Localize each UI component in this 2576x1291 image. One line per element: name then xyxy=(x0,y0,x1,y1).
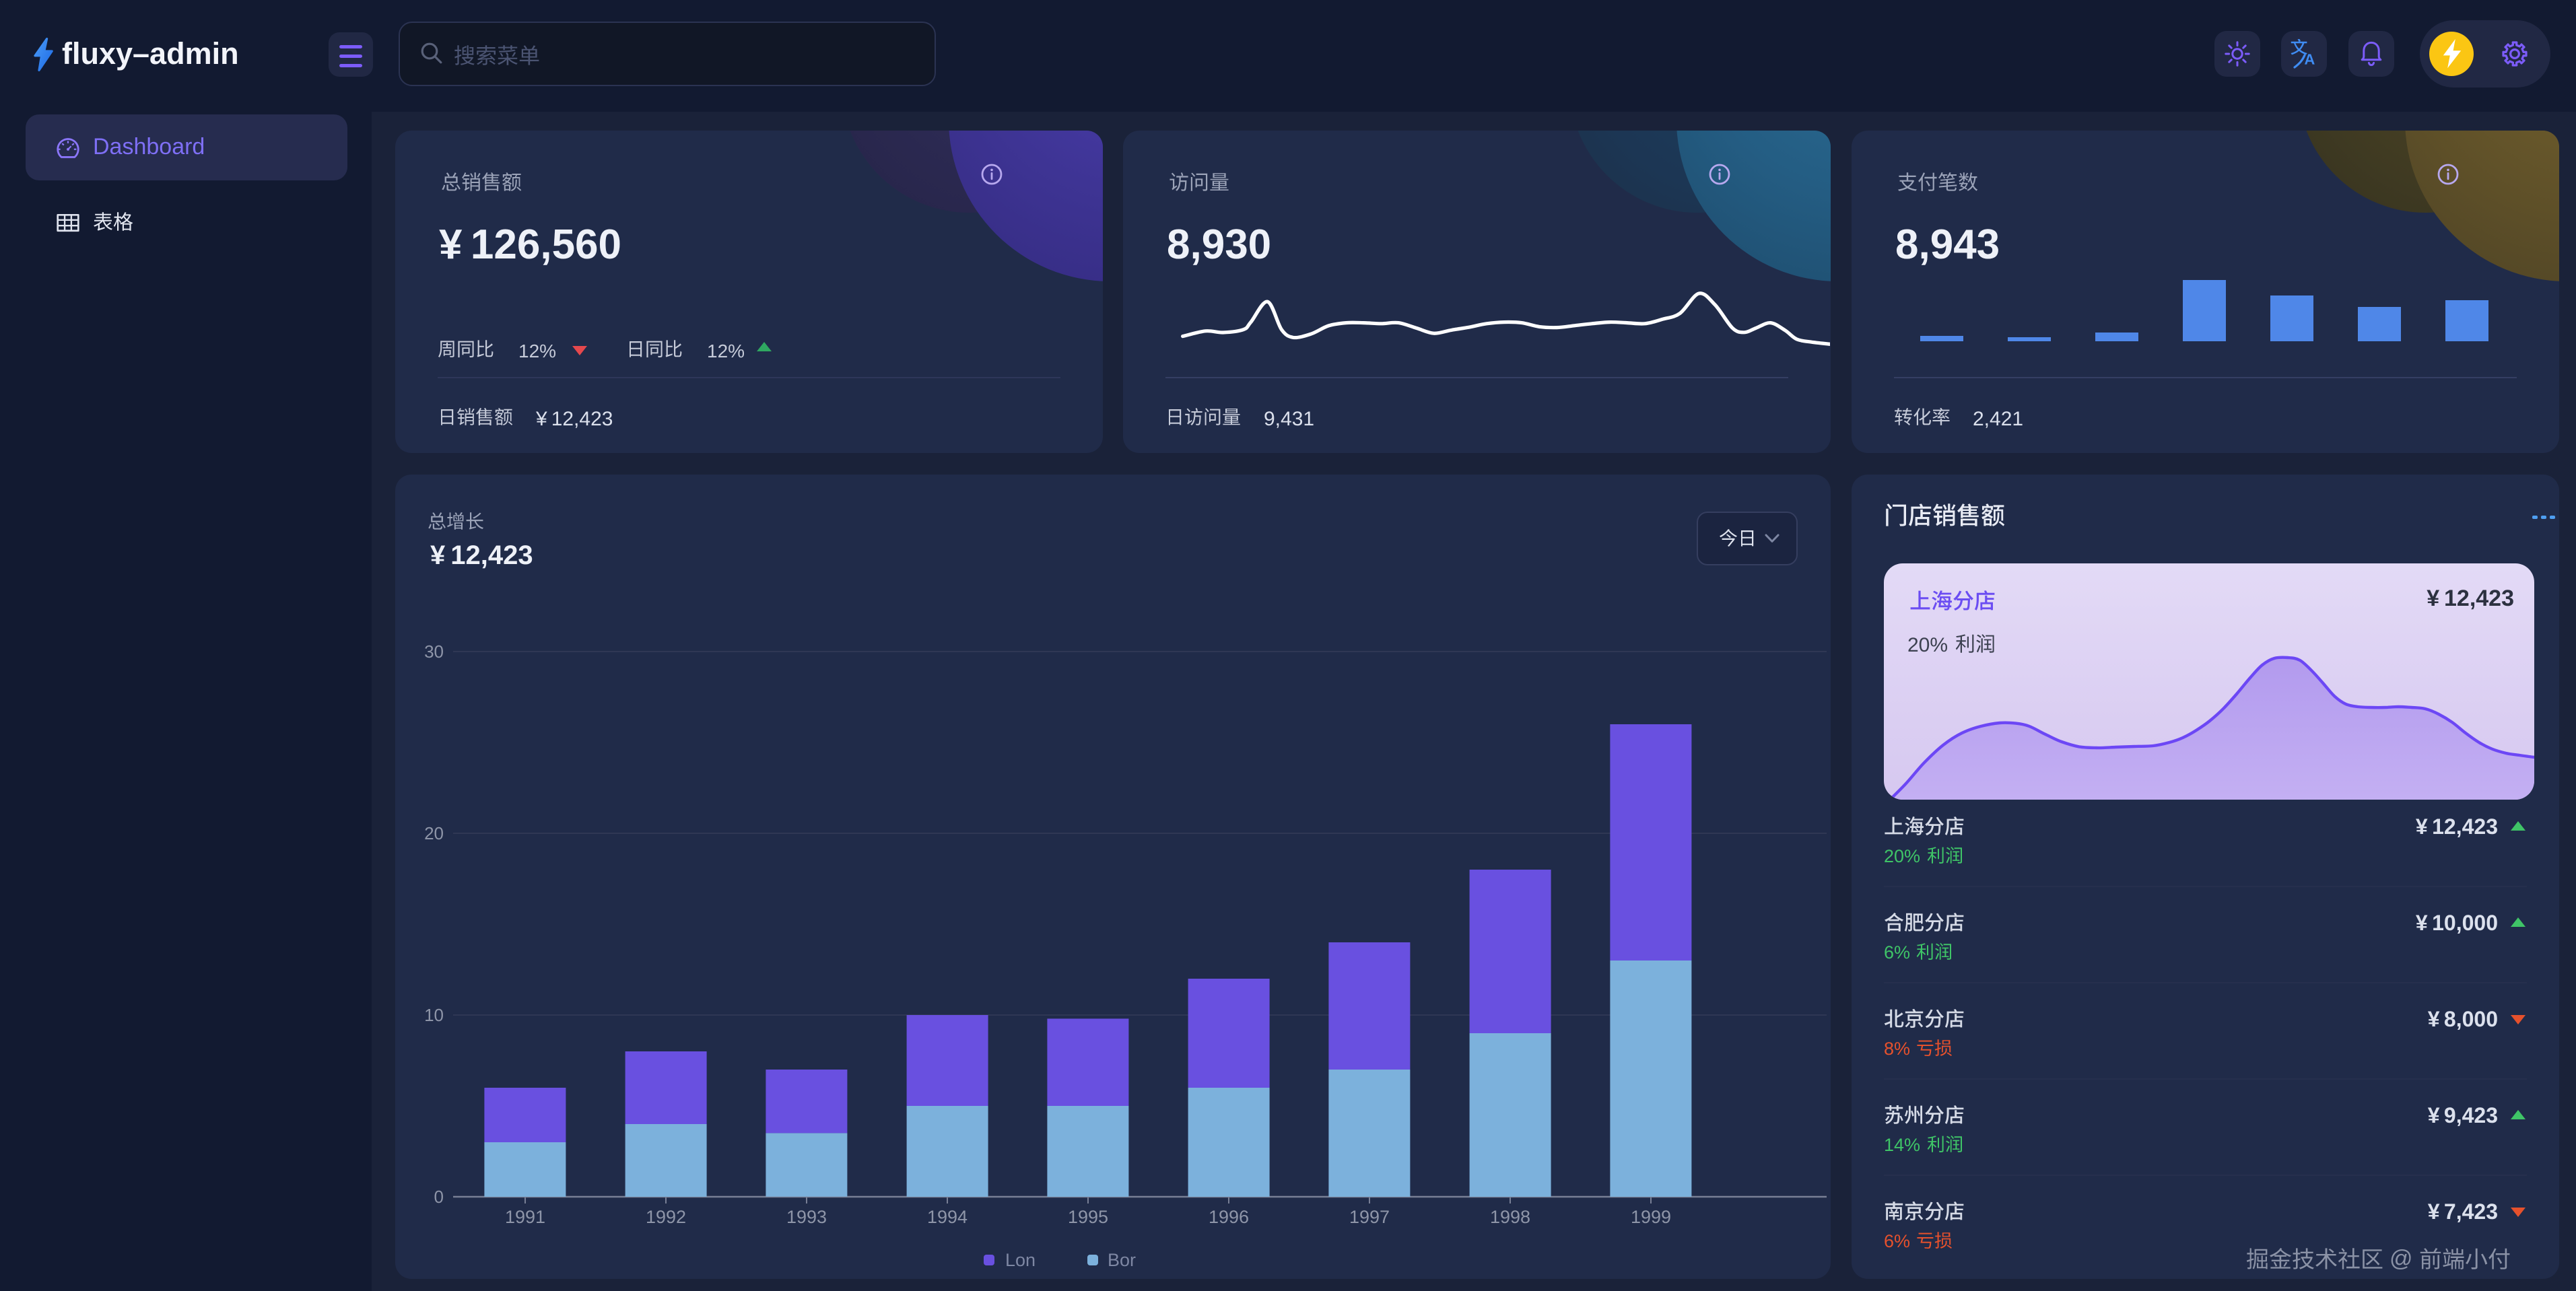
svg-text:1992: 1992 xyxy=(646,1207,686,1227)
svg-text:1996: 1996 xyxy=(1209,1207,1249,1227)
svg-text:Bor: Bor xyxy=(1108,1250,1136,1270)
svg-text:20: 20 xyxy=(424,823,444,843)
svg-text:1998: 1998 xyxy=(1490,1207,1530,1227)
svg-text:30: 30 xyxy=(424,641,444,662)
svg-text:1997: 1997 xyxy=(1349,1207,1390,1227)
svg-text:1999: 1999 xyxy=(1631,1207,1671,1227)
svg-text:1994: 1994 xyxy=(927,1207,968,1227)
svg-text:Lon: Lon xyxy=(1005,1250,1036,1270)
svg-text:1991: 1991 xyxy=(505,1207,545,1227)
svg-text:0: 0 xyxy=(434,1187,444,1207)
svg-text:1995: 1995 xyxy=(1068,1207,1108,1227)
svg-text:1993: 1993 xyxy=(786,1207,827,1227)
svg-text:10: 10 xyxy=(424,1005,444,1025)
